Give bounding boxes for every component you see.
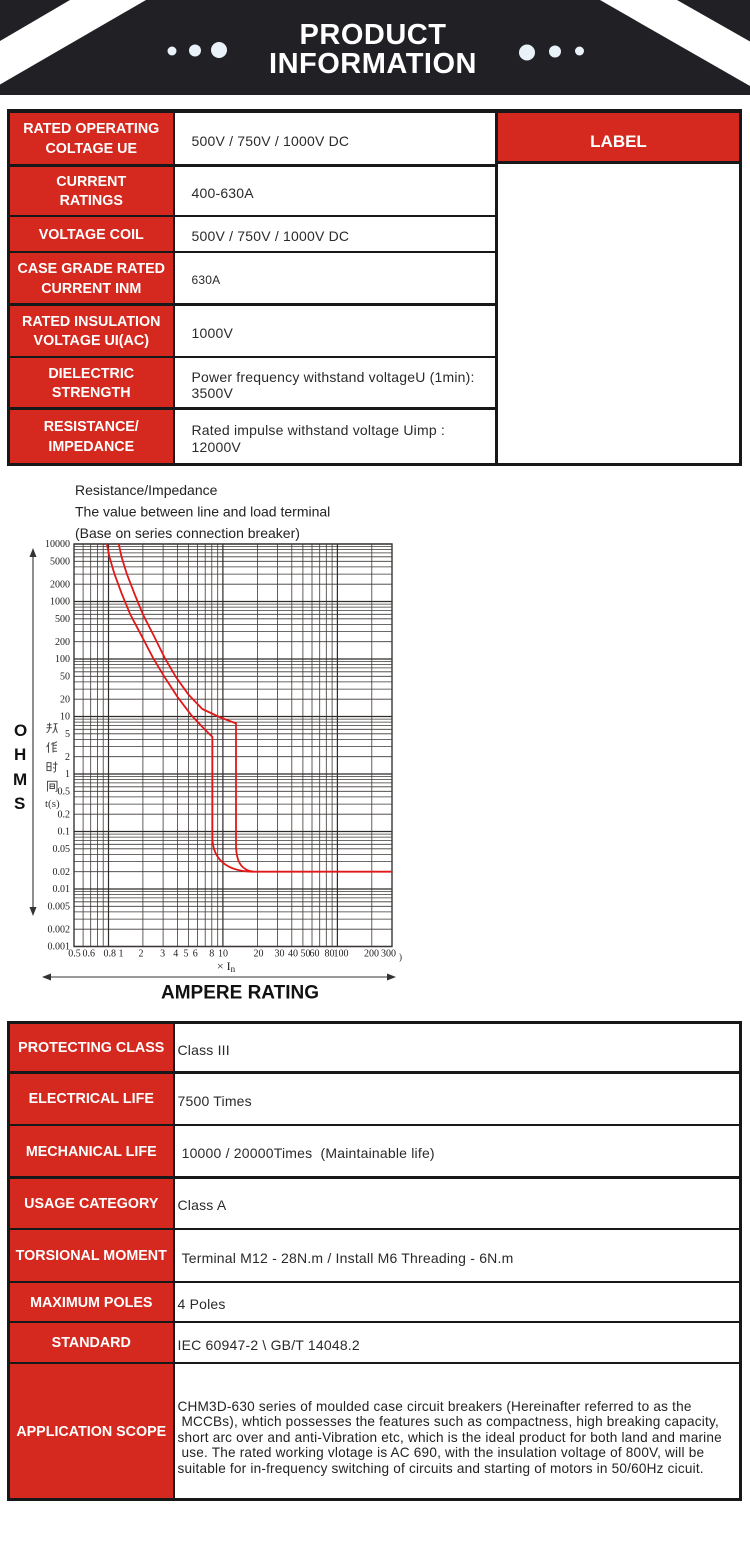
svg-text:0.05: 0.05 <box>53 844 71 855</box>
svg-text:0.2: 0.2 <box>58 809 71 820</box>
svg-text:60: 60 <box>310 949 320 960</box>
svg-text:100: 100 <box>55 654 70 665</box>
svg-text:0.5: 0.5 <box>58 787 71 798</box>
svg-text:50: 50 <box>301 949 311 960</box>
svg-text:2000: 2000 <box>50 579 70 590</box>
svg-text:0.02: 0.02 <box>53 867 71 878</box>
svg-text:M: M <box>13 770 27 789</box>
svg-text:0.5: 0.5 <box>68 949 81 960</box>
svg-text:4: 4 <box>173 949 178 960</box>
svg-text:Resistance/Impedance: Resistance/Impedance <box>75 482 218 498</box>
svg-text:O: O <box>14 721 27 740</box>
svg-text:3: 3 <box>160 949 165 960</box>
svg-text:2: 2 <box>139 949 144 960</box>
svg-text:0.8: 0.8 <box>104 949 117 960</box>
svg-text:0.6: 0.6 <box>82 949 95 960</box>
svg-text:t(s): t(s) <box>45 798 60 810</box>
svg-text:20: 20 <box>60 694 70 705</box>
svg-text:8: 8 <box>209 949 214 960</box>
svg-text:200: 200 <box>55 637 70 648</box>
svg-text:80: 80 <box>325 949 335 960</box>
svg-text:5: 5 <box>184 949 189 960</box>
svg-text:0.002: 0.002 <box>48 924 71 935</box>
svg-text:30: 30 <box>275 949 285 960</box>
svg-text:H: H <box>14 745 26 764</box>
svg-text:40: 40 <box>288 949 298 960</box>
svg-text:0.001: 0.001 <box>48 942 71 953</box>
svg-text:10: 10 <box>218 949 228 960</box>
svg-text:): ) <box>399 952 402 962</box>
svg-text:(Base on series connection bre: (Base on series connection breaker) <box>75 525 300 541</box>
svg-text:1000: 1000 <box>50 597 70 608</box>
svg-text:100: 100 <box>334 949 349 960</box>
svg-text:AMPERE RATING: AMPERE RATING <box>161 983 319 1004</box>
svg-text:The value between line and loa: The value between line and load terminal <box>75 503 330 519</box>
svg-text:0.01: 0.01 <box>53 884 71 895</box>
svg-text:50: 50 <box>60 672 70 683</box>
svg-text:× In: × In <box>217 959 236 974</box>
svg-text:5000: 5000 <box>50 557 70 568</box>
svg-text:20: 20 <box>254 949 264 960</box>
svg-text:10: 10 <box>60 712 70 723</box>
svg-text:200: 200 <box>364 949 379 960</box>
svg-text:1: 1 <box>65 769 70 780</box>
svg-text:6: 6 <box>193 949 198 960</box>
svg-text:2: 2 <box>65 752 70 763</box>
svg-text:5: 5 <box>65 729 70 740</box>
svg-text:10000: 10000 <box>45 539 70 550</box>
svg-text:300: 300 <box>381 949 396 960</box>
svg-text:0.005: 0.005 <box>48 902 71 913</box>
svg-text:500: 500 <box>55 614 70 625</box>
svg-text:0.1: 0.1 <box>58 827 71 838</box>
svg-text:1: 1 <box>119 949 124 960</box>
svg-text:S: S <box>14 794 25 813</box>
